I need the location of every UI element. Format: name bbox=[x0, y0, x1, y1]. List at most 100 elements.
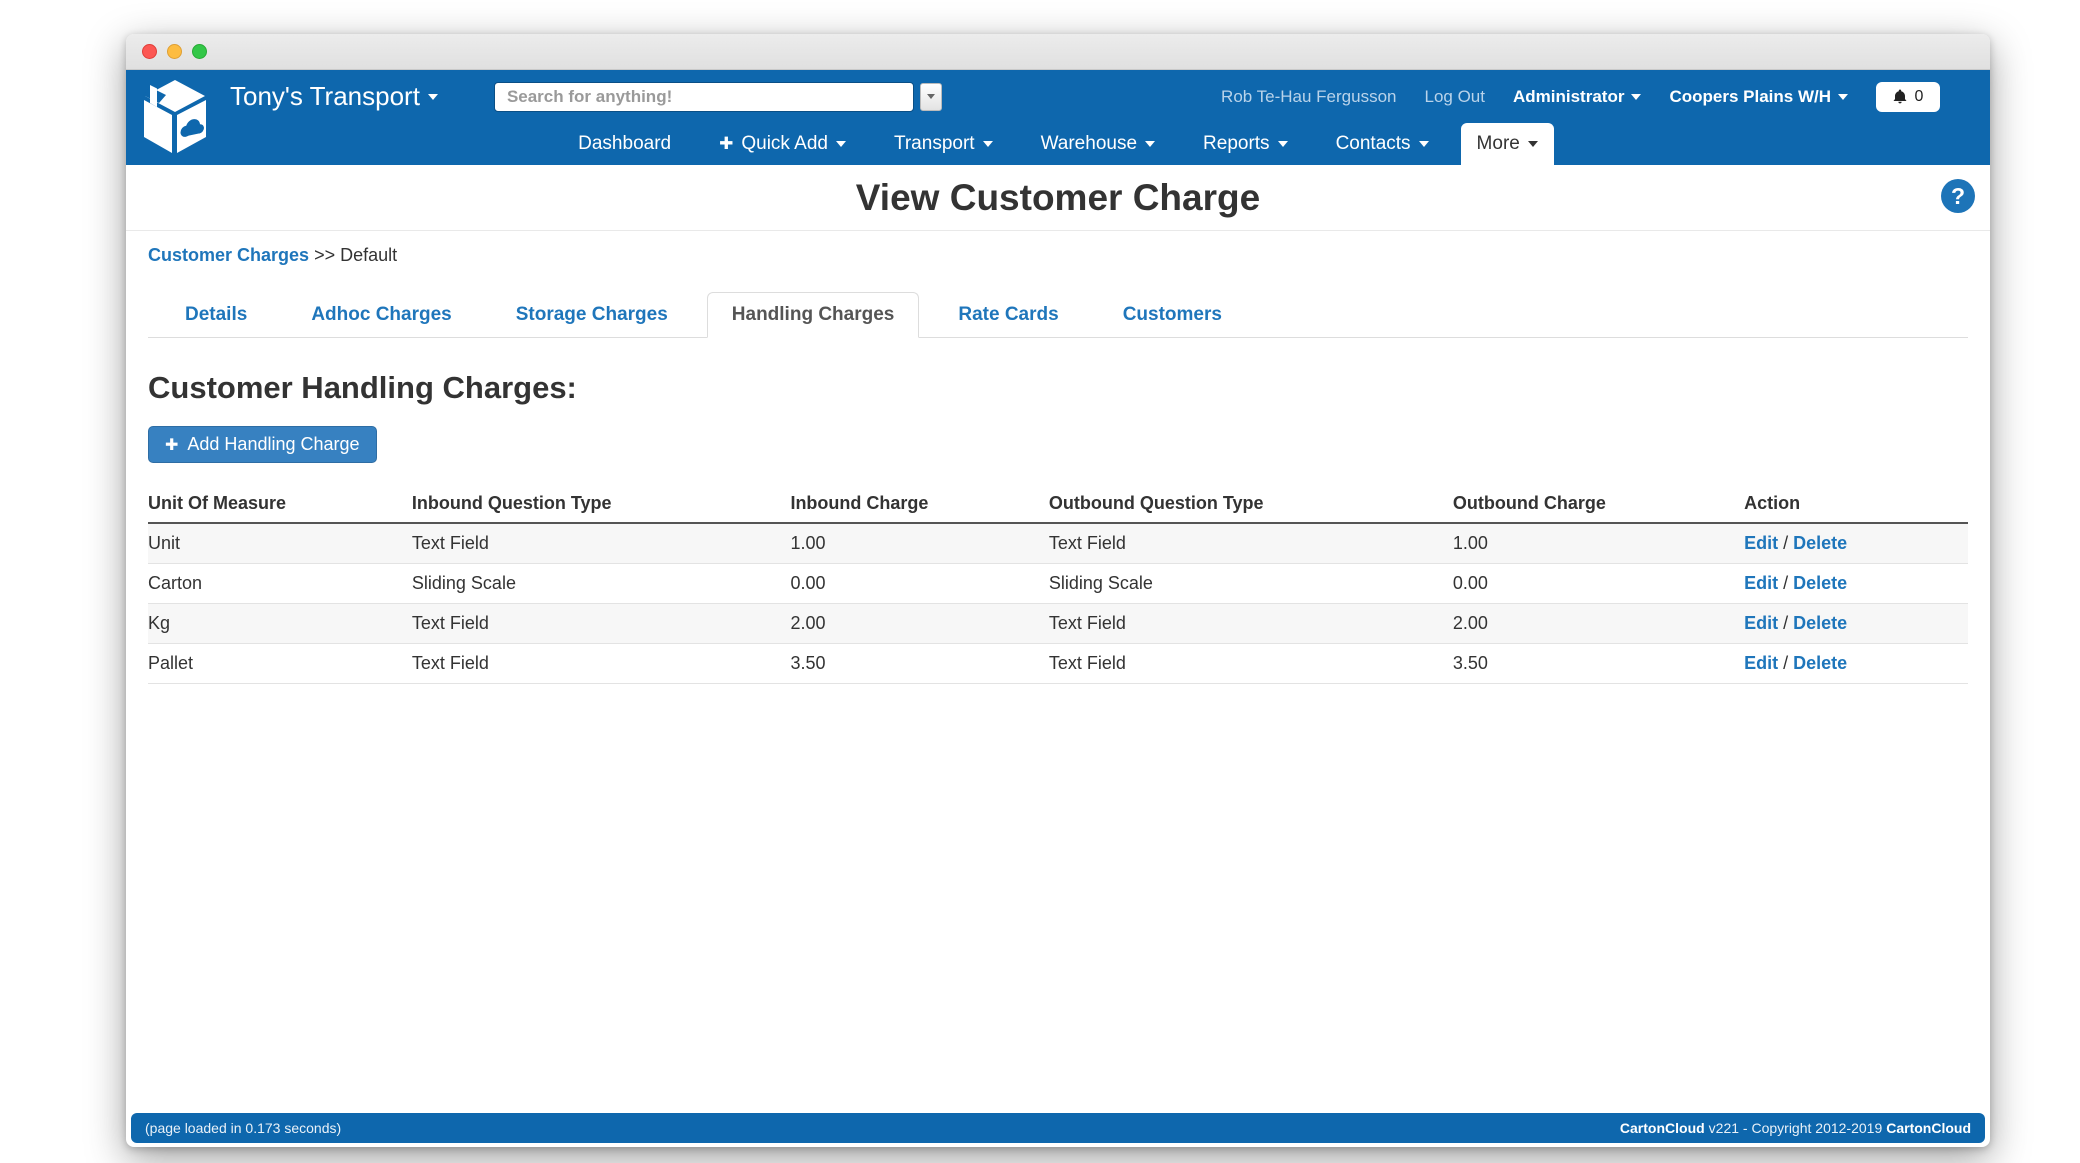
version-copyright: v221 - Copyright 2012-2019 bbox=[1709, 1120, 1883, 1136]
window-minimize-button[interactable] bbox=[167, 44, 182, 59]
nav-item-contacts[interactable]: Contacts bbox=[1320, 123, 1445, 165]
add-handling-charge-button[interactable]: ✚ Add Handling Charge bbox=[148, 426, 377, 463]
search-scope-dropdown[interactable] bbox=[920, 83, 942, 111]
nav-item-transport[interactable]: Transport bbox=[878, 123, 1009, 165]
window-titlebar bbox=[126, 34, 1990, 70]
caret-down-icon bbox=[1419, 141, 1429, 147]
tab-customers[interactable]: Customers bbox=[1098, 292, 1247, 338]
global-search bbox=[494, 82, 942, 112]
cell-unit-of-measure: Kg bbox=[148, 604, 412, 644]
caret-down-icon bbox=[1145, 141, 1155, 147]
col-action: Action bbox=[1744, 487, 1968, 523]
plus-icon: ✚ bbox=[719, 134, 733, 154]
app-footer: (page loaded in 0.173 seconds) CartonClo… bbox=[131, 1113, 1985, 1143]
nav-item-dashboard[interactable]: Dashboard bbox=[562, 123, 687, 165]
window-zoom-button[interactable] bbox=[192, 44, 207, 59]
nav-label: Quick Add bbox=[741, 133, 828, 155]
col-inbound-question-type: Inbound Question Type bbox=[412, 487, 791, 523]
caret-down-icon bbox=[983, 141, 993, 147]
delete-link[interactable]: Delete bbox=[1793, 533, 1847, 553]
cell-outbound-charge: 2.00 bbox=[1453, 604, 1744, 644]
nav-label: Contacts bbox=[1336, 133, 1411, 155]
cell-outbound-charge: 0.00 bbox=[1453, 564, 1744, 604]
warehouse-dropdown[interactable]: Coopers Plains W/H bbox=[1669, 87, 1848, 107]
edit-link[interactable]: Edit bbox=[1744, 653, 1778, 673]
breadcrumb-current: Default bbox=[340, 245, 397, 265]
logout-link[interactable]: Log Out bbox=[1425, 87, 1486, 107]
cell-actions: Edit / Delete bbox=[1744, 564, 1968, 604]
cell-outbound-charge: 3.50 bbox=[1453, 644, 1744, 684]
tenant-menu[interactable]: Tony's Transport bbox=[230, 81, 438, 112]
delete-link[interactable]: Delete bbox=[1793, 653, 1847, 673]
cell-inbound-question-type: Text Field bbox=[412, 644, 791, 684]
cell-outbound-question-type: Sliding Scale bbox=[1049, 564, 1453, 604]
main-content: View Customer Charge ? Customer Charges … bbox=[126, 165, 1990, 1113]
cell-outbound-question-type: Text Field bbox=[1049, 604, 1453, 644]
nav-item-warehouse[interactable]: Warehouse bbox=[1025, 123, 1171, 165]
notifications-button[interactable]: 0 bbox=[1876, 82, 1940, 112]
cell-inbound-charge: 3.50 bbox=[790, 644, 1048, 684]
edit-link[interactable]: Edit bbox=[1744, 573, 1778, 593]
cell-inbound-charge: 1.00 bbox=[790, 523, 1048, 564]
col-unit-of-measure: Unit Of Measure bbox=[148, 487, 412, 523]
tab-storage-charges[interactable]: Storage Charges bbox=[491, 292, 693, 338]
cartoncloud-logo-icon bbox=[140, 77, 210, 162]
nav-label: Reports bbox=[1203, 133, 1270, 155]
tab-adhoc-charges[interactable]: Adhoc Charges bbox=[286, 292, 476, 338]
header-top-row: Tony's Transport Rob Te-Hau Fergusson Lo… bbox=[126, 70, 1990, 123]
caret-down-icon bbox=[927, 94, 935, 99]
nav-item-quick-add[interactable]: ✚ Quick Add bbox=[703, 123, 862, 165]
search-input[interactable] bbox=[494, 82, 914, 112]
help-button[interactable]: ? bbox=[1941, 179, 1975, 213]
edit-link[interactable]: Edit bbox=[1744, 613, 1778, 633]
brand-name: CartonCloud bbox=[1886, 1120, 1971, 1136]
cell-actions: Edit / Delete bbox=[1744, 604, 1968, 644]
app-window: Tony's Transport Rob Te-Hau Fergusson Lo… bbox=[126, 34, 1990, 1147]
role-dropdown[interactable]: Administrator bbox=[1513, 87, 1641, 107]
question-mark-icon: ? bbox=[1951, 183, 1965, 210]
edit-link[interactable]: Edit bbox=[1744, 533, 1778, 553]
col-outbound-charge: Outbound Charge bbox=[1453, 487, 1744, 523]
bell-icon bbox=[1893, 89, 1907, 104]
breadcrumb-customer-charges-link[interactable]: Customer Charges bbox=[148, 245, 309, 265]
table-row: Kg Text Field 2.00 Text Field 2.00 Edit … bbox=[148, 604, 1968, 644]
cell-unit-of-measure: Carton bbox=[148, 564, 412, 604]
nav-item-more[interactable]: More bbox=[1461, 123, 1554, 165]
window-close-button[interactable] bbox=[142, 44, 157, 59]
breadcrumb: Customer Charges >> Default bbox=[148, 245, 1968, 266]
nav-label: Transport bbox=[894, 133, 975, 155]
breadcrumb-separator: >> bbox=[314, 245, 335, 265]
cell-unit-of-measure: Unit bbox=[148, 523, 412, 564]
table-row: Carton Sliding Scale 0.00 Sliding Scale … bbox=[148, 564, 1968, 604]
user-name-link[interactable]: Rob Te-Hau Fergusson bbox=[1221, 87, 1396, 107]
handling-charges-table: Unit Of Measure Inbound Question Type In… bbox=[148, 487, 1968, 684]
caret-down-icon bbox=[1631, 94, 1641, 100]
table-row: Unit Text Field 1.00 Text Field 1.00 Edi… bbox=[148, 523, 1968, 564]
tab-details[interactable]: Details bbox=[160, 292, 272, 338]
caret-down-icon bbox=[1528, 141, 1538, 147]
tab-handling-charges[interactable]: Handling Charges bbox=[707, 292, 920, 338]
action-separator: / bbox=[1783, 613, 1788, 633]
delete-link[interactable]: Delete bbox=[1793, 573, 1847, 593]
delete-link[interactable]: Delete bbox=[1793, 613, 1847, 633]
table-header-row: Unit Of Measure Inbound Question Type In… bbox=[148, 487, 1968, 523]
cell-outbound-question-type: Text Field bbox=[1049, 644, 1453, 684]
header-right-group: Rob Te-Hau Fergusson Log Out Administrat… bbox=[1221, 82, 1940, 112]
charge-tabs: Details Adhoc Charges Storage Charges Ha… bbox=[148, 292, 1968, 338]
add-button-label: Add Handling Charge bbox=[187, 434, 359, 455]
nav-item-reports[interactable]: Reports bbox=[1187, 123, 1304, 165]
action-separator: / bbox=[1783, 533, 1788, 553]
tenant-name: Tony's Transport bbox=[230, 81, 420, 112]
page-header: View Customer Charge ? bbox=[126, 165, 1990, 231]
col-outbound-question-type: Outbound Question Type bbox=[1049, 487, 1453, 523]
caret-down-icon bbox=[1278, 141, 1288, 147]
main-nav: Dashboard ✚ Quick Add Transport Warehous… bbox=[126, 123, 1990, 165]
page-load-time: (page loaded in 0.173 seconds) bbox=[145, 1120, 341, 1136]
cell-inbound-question-type: Text Field bbox=[412, 523, 791, 564]
cell-inbound-question-type: Sliding Scale bbox=[412, 564, 791, 604]
page-title: View Customer Charge bbox=[856, 177, 1260, 219]
tab-rate-cards[interactable]: Rate Cards bbox=[933, 292, 1083, 338]
brand-name: CartonCloud bbox=[1620, 1120, 1705, 1136]
plus-icon: ✚ bbox=[165, 435, 178, 455]
caret-down-icon bbox=[836, 141, 846, 147]
